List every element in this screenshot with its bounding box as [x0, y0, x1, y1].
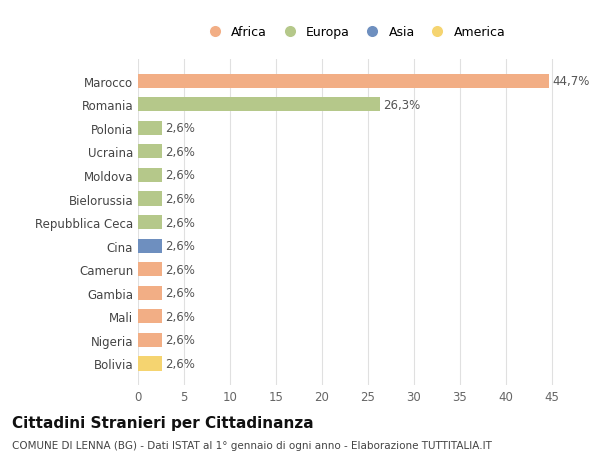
Text: 2,6%: 2,6% — [166, 169, 196, 182]
Text: 2,6%: 2,6% — [166, 193, 196, 206]
Text: 2,6%: 2,6% — [166, 122, 196, 135]
Bar — [138, 286, 162, 300]
Bar — [138, 263, 162, 277]
Text: 2,6%: 2,6% — [166, 263, 196, 276]
Text: 2,6%: 2,6% — [166, 146, 196, 158]
Text: 2,6%: 2,6% — [166, 334, 196, 347]
Bar — [138, 216, 162, 230]
Bar — [138, 122, 162, 135]
Text: 26,3%: 26,3% — [383, 99, 421, 112]
Bar — [138, 239, 162, 253]
Bar — [138, 145, 162, 159]
Bar — [138, 310, 162, 324]
Text: 44,7%: 44,7% — [553, 75, 590, 88]
Bar — [138, 192, 162, 206]
Text: 2,6%: 2,6% — [166, 357, 196, 370]
Text: 2,6%: 2,6% — [166, 310, 196, 323]
Text: COMUNE DI LENNA (BG) - Dati ISTAT al 1° gennaio di ogni anno - Elaborazione TUTT: COMUNE DI LENNA (BG) - Dati ISTAT al 1° … — [12, 440, 492, 450]
Bar — [138, 357, 162, 371]
Text: 2,6%: 2,6% — [166, 240, 196, 252]
Text: 2,6%: 2,6% — [166, 287, 196, 300]
Bar — [138, 98, 380, 112]
Bar — [138, 74, 549, 89]
Legend: Africa, Europa, Asia, America: Africa, Europa, Asia, America — [200, 23, 508, 41]
Text: 2,6%: 2,6% — [166, 216, 196, 229]
Text: Cittadini Stranieri per Cittadinanza: Cittadini Stranieri per Cittadinanza — [12, 415, 314, 431]
Bar — [138, 168, 162, 183]
Bar — [138, 333, 162, 347]
